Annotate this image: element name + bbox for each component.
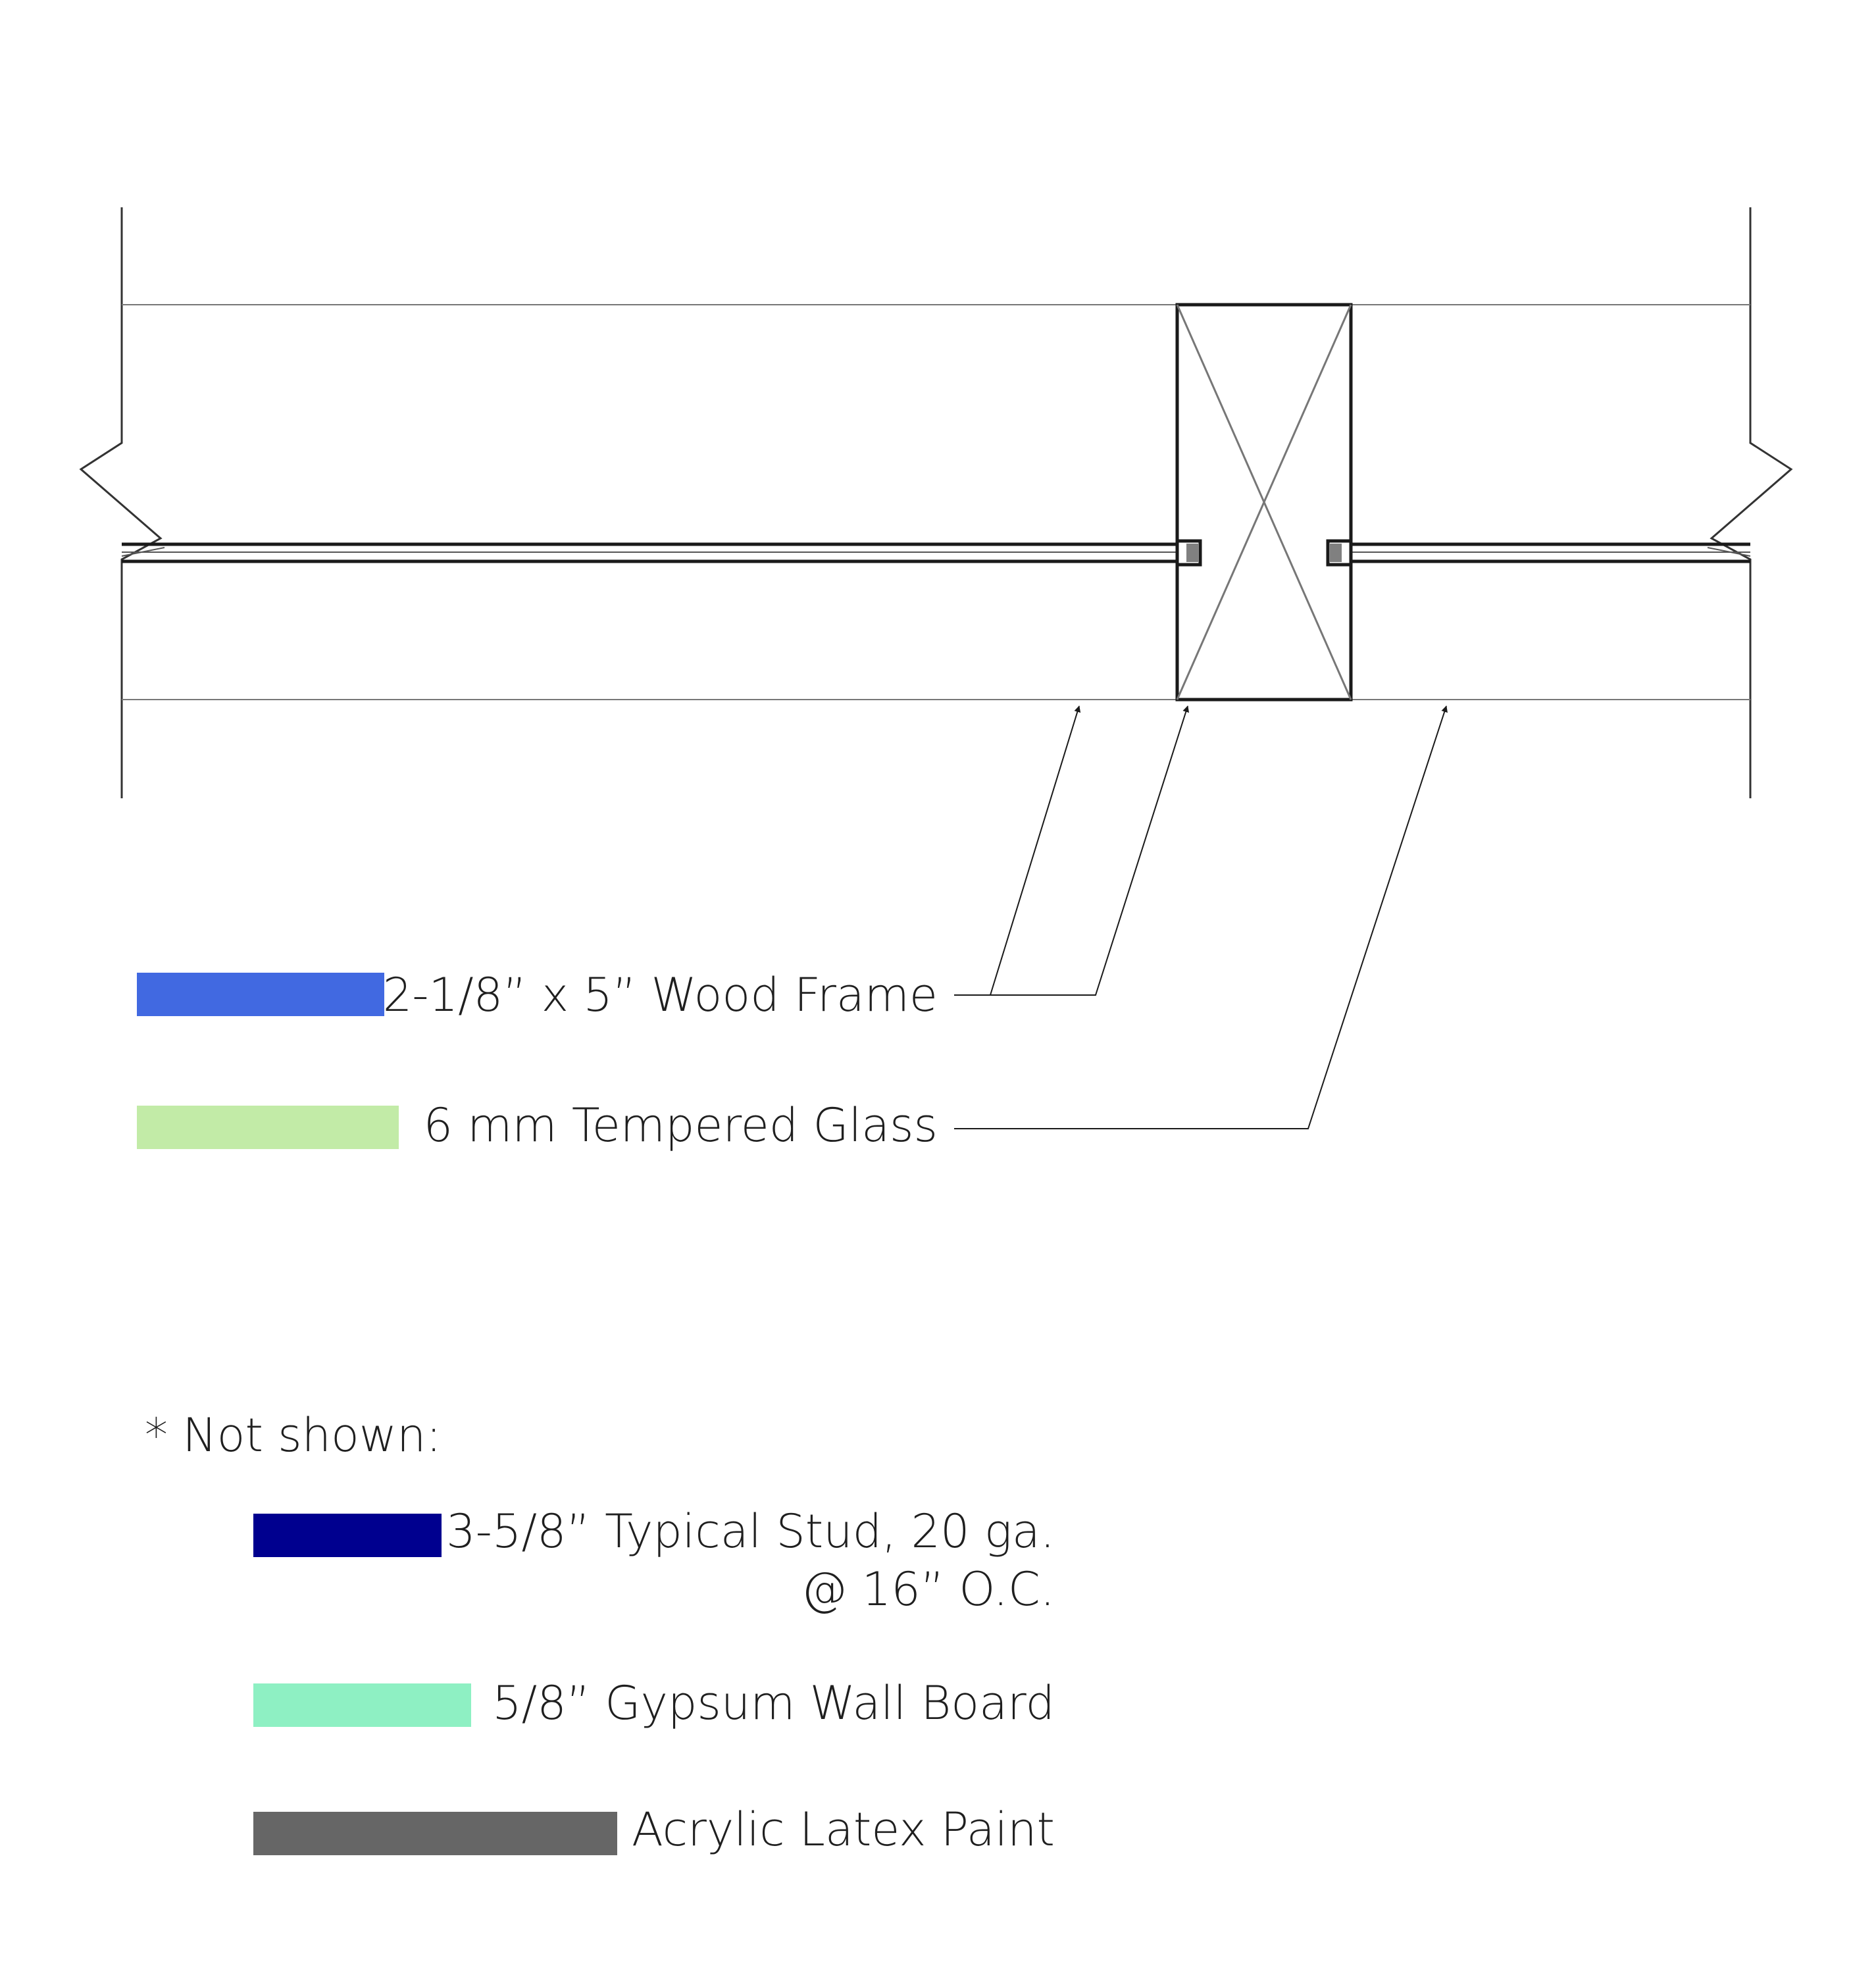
stud-label-line2: @ 16” O.C. bbox=[801, 1562, 1055, 1616]
stud-label-line1: 3-5/8” Typical Stud, 20 ga. bbox=[446, 1504, 1055, 1558]
wood-frame-label: 2-1/8” x 5” Wood Frame bbox=[382, 968, 938, 1022]
gypsum-swatch bbox=[253, 1683, 471, 1727]
stud-swatch bbox=[253, 1514, 442, 1557]
leader-wood-frame bbox=[954, 705, 1190, 996]
wood-frame-post bbox=[1175, 303, 1353, 702]
gypsum-label: 5/8” Gypsum Wall Board bbox=[492, 1676, 1055, 1730]
glass-pane-right bbox=[1351, 542, 1751, 563]
paint-swatch bbox=[253, 1812, 617, 1855]
left-wall-edge bbox=[79, 207, 163, 798]
glass-swatch bbox=[137, 1106, 399, 1149]
glass-pane-left bbox=[121, 542, 1177, 563]
paint-label: Acrylic Latex Paint bbox=[631, 1803, 1055, 1857]
leader-glass bbox=[954, 705, 1448, 1129]
glass-label: 6 mm Tempered Glass bbox=[423, 1098, 938, 1152]
wood-frame-swatch bbox=[137, 973, 384, 1016]
right-wall-edge bbox=[1710, 207, 1793, 798]
glass-stop-right bbox=[1326, 539, 1353, 567]
not-shown-heading: * Not shown: bbox=[145, 1408, 442, 1462]
glass-stop-left bbox=[1175, 539, 1202, 567]
